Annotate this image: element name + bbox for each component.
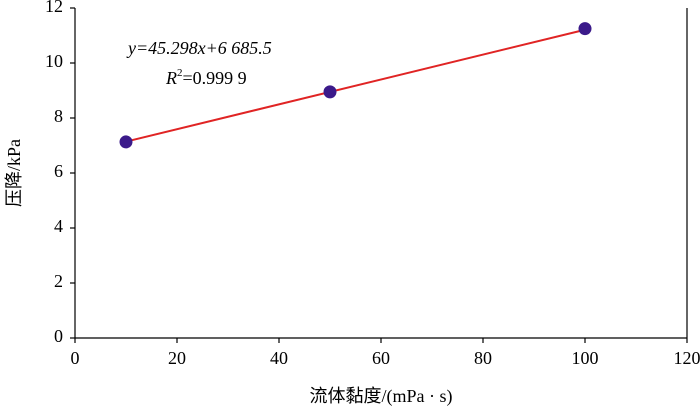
data-point — [119, 135, 133, 149]
data-point — [578, 22, 592, 36]
x-tick-label: 100 — [572, 348, 599, 368]
y-tick-label: 0 — [54, 326, 63, 346]
y-tick-label: 4 — [54, 216, 63, 236]
y-tick-label: 8 — [54, 106, 63, 126]
x-tick-label: 20 — [168, 348, 186, 368]
y-tick-label: 10 — [45, 51, 63, 71]
data-point — [323, 85, 337, 99]
equation: y=45.298x+6 685.5 — [126, 38, 272, 58]
trend-line — [125, 28, 586, 143]
x-tick-label: 80 — [474, 348, 492, 368]
y-tick-label: 12 — [45, 0, 63, 16]
y-tick-label: 2 — [54, 271, 63, 291]
y-axis-title: 压降/kPa — [4, 139, 24, 207]
r2-value: =0.999 9 — [183, 68, 247, 88]
x-axis-title: 流体黏度/(mPa · s) — [310, 386, 453, 407]
x-tick-label: 60 — [372, 348, 390, 368]
x-tick-label: 0 — [71, 348, 80, 368]
x-tick-label: 120 — [674, 348, 700, 368]
r2-symbol: R — [165, 68, 177, 88]
r2-power: 2 — [177, 67, 183, 79]
r-squared: R2=0.999 9 — [165, 67, 247, 89]
x-tick-label: 40 — [270, 348, 288, 368]
y-tick-label: 6 — [54, 161, 63, 181]
